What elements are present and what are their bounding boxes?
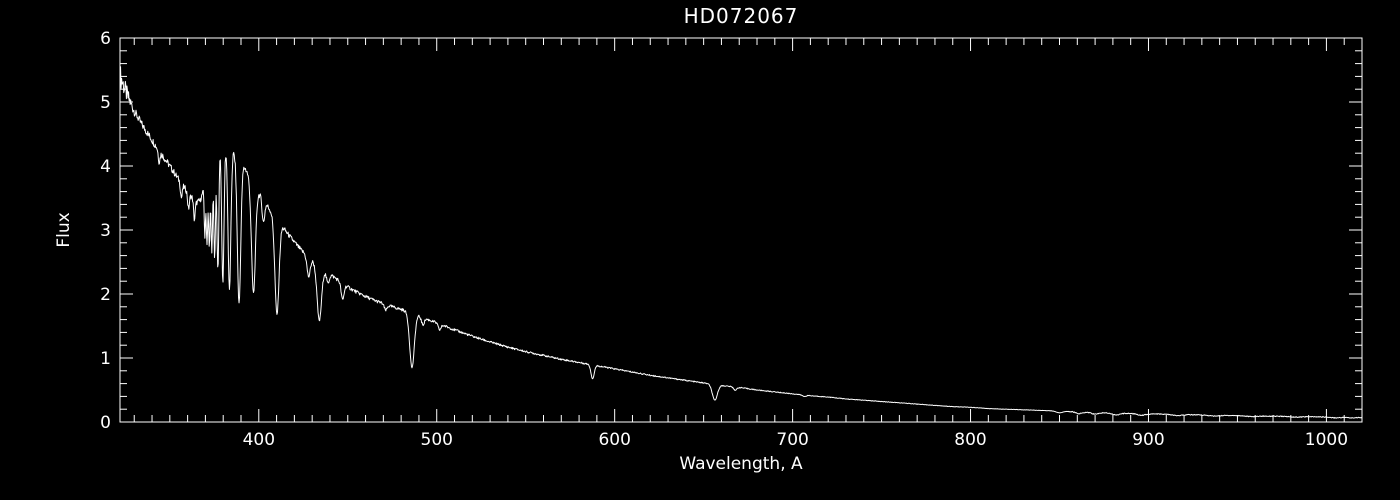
x-tick-label: 1000	[1305, 430, 1348, 450]
x-tick-label: 900	[1132, 430, 1164, 450]
x-tick-label: 800	[954, 430, 986, 450]
y-tick-label: 5	[100, 93, 111, 113]
x-tick-label: 600	[598, 430, 630, 450]
chart-title: HD072067	[683, 4, 799, 28]
y-tick-label: 6	[100, 29, 111, 49]
x-axis-label: Wavelength, A	[679, 454, 803, 474]
x-tick-label: 700	[776, 430, 808, 450]
y-tick-label: 2	[100, 285, 111, 305]
y-tick-label: 4	[100, 157, 111, 177]
x-tick-label: 500	[421, 430, 453, 450]
y-tick-label: 1	[100, 349, 111, 369]
spectrum-line	[119, 66, 1362, 419]
axis-box	[119, 37, 1363, 423]
y-tick-label: 0	[100, 413, 111, 433]
x-tick-label: 400	[243, 430, 275, 450]
y-tick-label: 3	[100, 221, 111, 241]
